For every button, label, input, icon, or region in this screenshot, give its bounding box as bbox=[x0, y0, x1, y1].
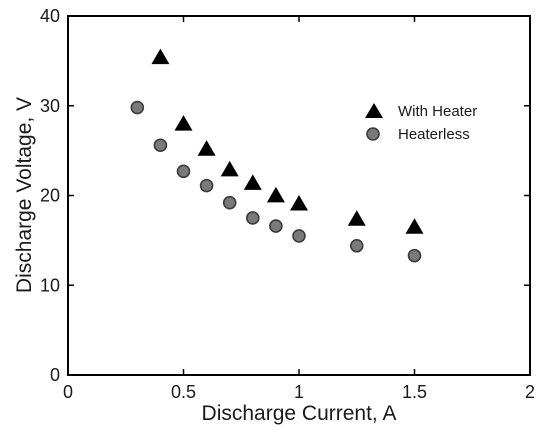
data-points bbox=[130, 48, 424, 263]
legend-marker-with-heater bbox=[365, 103, 383, 118]
point-with-heater bbox=[174, 115, 193, 131]
point-with-heater bbox=[290, 194, 308, 211]
x-axis-title: Discharge Current, A bbox=[202, 402, 397, 425]
y-tick-label: 0 bbox=[50, 365, 60, 385]
legend: With Heater Heaterless bbox=[365, 103, 477, 143]
x-tick-label: 1 bbox=[294, 382, 304, 402]
legend-label-with-heater: With Heater bbox=[398, 103, 477, 120]
point-heaterless bbox=[292, 229, 306, 243]
point-heaterless bbox=[349, 238, 364, 253]
legend-item-heaterless: Heaterless bbox=[366, 126, 470, 143]
point-with-heater bbox=[220, 160, 239, 177]
point-with-heater bbox=[347, 210, 366, 226]
point-heaterless bbox=[130, 100, 145, 115]
legend-item-with-heater: With Heater bbox=[365, 103, 477, 120]
point-with-heater bbox=[151, 48, 170, 65]
point-with-heater bbox=[243, 174, 262, 190]
point-heaterless bbox=[269, 219, 283, 233]
point-with-heater bbox=[266, 186, 285, 203]
x-tick-label: 2 bbox=[525, 382, 535, 402]
point-heaterless bbox=[153, 138, 168, 153]
x-tick-label: 0.5 bbox=[171, 382, 196, 402]
point-heaterless bbox=[407, 248, 422, 263]
legend-label-heaterless: Heaterless bbox=[398, 126, 470, 143]
point-with-heater bbox=[197, 140, 216, 156]
axis-ticks bbox=[67, 15, 531, 376]
y-tick-label: 40 bbox=[40, 6, 60, 26]
point-heaterless bbox=[176, 164, 191, 179]
y-tick-label: 10 bbox=[40, 275, 60, 295]
x-tick-label: 0 bbox=[63, 382, 73, 402]
y-tick-label: 20 bbox=[40, 186, 60, 206]
point-heaterless bbox=[246, 211, 260, 225]
point-with-heater bbox=[405, 218, 424, 234]
y-tick-label: 30 bbox=[40, 96, 60, 116]
legend-marker-heaterless bbox=[366, 127, 380, 141]
y-axis-title: Discharge Voltage, V bbox=[13, 97, 36, 293]
point-heaterless bbox=[199, 178, 214, 193]
point-heaterless bbox=[222, 195, 237, 210]
x-tick-label: 1.5 bbox=[402, 382, 427, 402]
